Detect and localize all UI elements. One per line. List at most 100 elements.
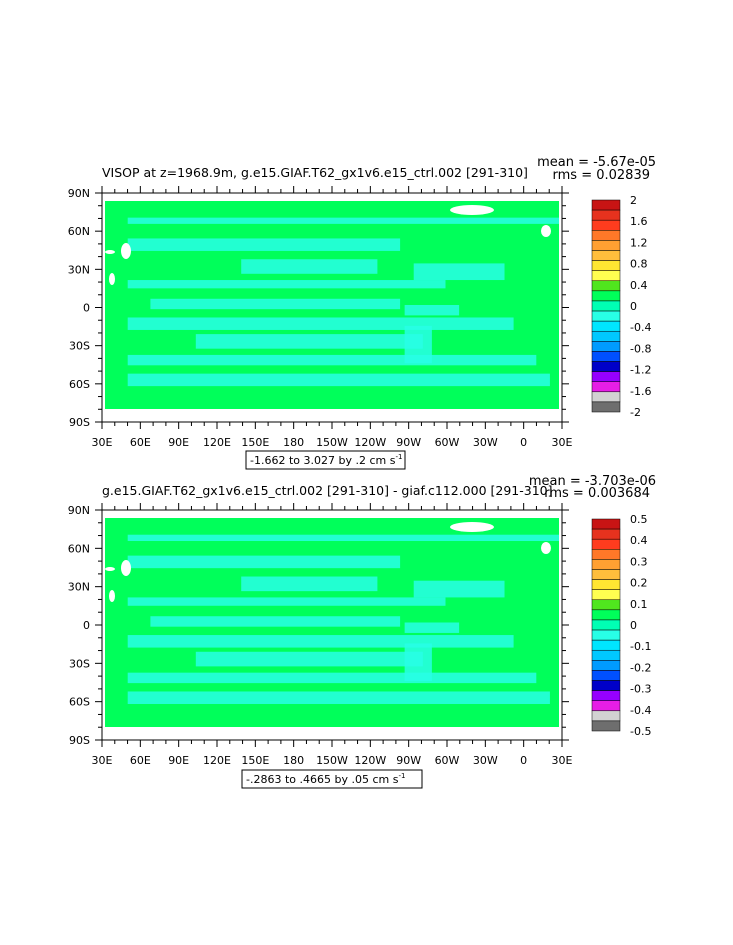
negative-anomaly-band: [127, 280, 446, 289]
colorbar-cell: [591, 589, 621, 601]
negative-anomaly-band: [413, 263, 505, 281]
colorbar-cell: [591, 209, 621, 221]
x-tick-label: 120E: [203, 754, 231, 767]
colorbar-cell: [591, 528, 621, 540]
colorbar-cell: [591, 720, 621, 732]
x-tick-label: 90W: [396, 754, 421, 767]
colorbar-label: -2: [630, 406, 641, 419]
colorbar-cell: [591, 199, 621, 211]
colorbar-cell: [591, 579, 621, 590]
x-tick-label: 90W: [396, 436, 421, 449]
y-tick-label: 30N: [68, 581, 90, 594]
colorbar-label: 1.6: [630, 215, 648, 228]
negative-anomaly-band: [127, 373, 550, 387]
range-label-box: -1.662 to 3.027 by .2 cm s-1: [245, 450, 406, 470]
colorbar-label: -0.1: [630, 640, 651, 653]
land-mask-greenland: [450, 522, 494, 532]
colorbar-label: 2: [630, 194, 637, 207]
colorbar-label: -0.3: [630, 683, 651, 696]
x-tick-label: 0: [520, 754, 527, 767]
y-axis-ticks: 90N 60N 30N 0 30S 60S 90S: [68, 504, 569, 747]
colorbar-cell: [591, 371, 621, 382]
x-tick-label: 30W: [473, 754, 498, 767]
panel-top: VISOP at z=1968.9m, g.e15.GIAF.T62_gx1v6…: [68, 155, 656, 470]
colorbar-cell: [591, 310, 621, 322]
colorbar-cell: [591, 690, 621, 701]
land-mask-greenland: [450, 205, 494, 215]
colorbar-cell: [591, 700, 621, 712]
y-tick-label: 60S: [69, 378, 90, 391]
colorbar-cell: [591, 649, 621, 661]
y-tick-label: 30N: [68, 263, 90, 276]
negative-anomaly-band: [127, 354, 537, 366]
y-tick-label: 90N: [68, 504, 90, 517]
x-axis-ticks: 30E 60E 90E 120E 150E 180 150W 120W 90W 60W 30W 0 30…: [92, 186, 573, 449]
y-tick-label: 30S: [69, 340, 90, 353]
colorbar-cell: [591, 569, 621, 580]
negative-anomaly-band: [241, 576, 378, 592]
land-mask-island: [105, 250, 115, 254]
range-label-box: -.2863 to .4665 by .05 cm s-1: [241, 769, 423, 789]
colorbar-label: 0.4: [630, 534, 648, 547]
x-tick-label: 120W: [354, 436, 386, 449]
y-tick-label: 30S: [69, 657, 90, 670]
negative-anomaly-band: [127, 317, 514, 330]
colorbar-cell: [591, 549, 621, 560]
x-tick-label: 30E: [92, 436, 113, 449]
map-field: [105, 518, 559, 727]
colorbar: 2 1.6 1.2 0.8 0.4 0 -0.4 -0.8 -1.2 -1.6 -2: [591, 194, 651, 419]
colorbar-label: 0: [630, 300, 637, 313]
colorbar-cell: [591, 391, 621, 403]
x-tick-label: 60W: [435, 436, 460, 449]
x-axis-ticks: 30E 60E 90E 120E 150E 180 150W 120W 90W 60W 30W 0 30…: [92, 503, 573, 767]
colorbar-cell: [591, 300, 621, 312]
y-tick-label: 90S: [69, 734, 90, 747]
colorbar-cell: [591, 680, 621, 691]
mean-stat: mean = -5.67e-05: [537, 155, 656, 170]
colorbar-cell: [591, 290, 621, 302]
colorbar-cell: [591, 381, 621, 393]
land-mask-island: [541, 542, 551, 554]
y-tick-label: 60S: [69, 696, 90, 709]
negative-anomaly-band: [127, 635, 514, 648]
colorbar-cell: [591, 230, 621, 241]
y-tick-label: 90S: [69, 416, 90, 429]
x-tick-label: 90E: [168, 436, 189, 449]
colorbar-cell: [591, 538, 621, 550]
panel-title: VISOP at z=1968.9m, g.e15.GIAF.T62_gx1v6…: [102, 165, 528, 180]
colorbar-label: 0.8: [630, 258, 648, 271]
colorbar-cell: [591, 660, 621, 671]
colorbar-cell: [591, 351, 621, 362]
x-tick-label: 180: [283, 754, 304, 767]
negative-anomaly-band: [127, 217, 559, 224]
mean-stat: mean = -3.703e-06: [529, 474, 656, 489]
y-tick-label: 90N: [68, 187, 90, 200]
negative-anomaly-band: [127, 534, 559, 541]
land-mask-island: [109, 273, 115, 285]
rms-stat: rms = 0.003684: [544, 486, 650, 501]
colorbar-cell: [591, 240, 621, 251]
colorbar-label: 0.5: [630, 513, 648, 526]
negative-anomaly-band: [413, 580, 505, 598]
land-mask-island: [121, 243, 131, 259]
land-mask-island: [121, 560, 131, 576]
colorbar-label: 0.4: [630, 279, 648, 292]
negative-anomaly-band: [241, 259, 378, 274]
colorbar-label: 0.1: [630, 598, 648, 611]
colorbar-label: 1.2: [630, 236, 648, 249]
colorbar-cell: [591, 320, 621, 332]
x-tick-label: 150E: [241, 754, 269, 767]
colorbar-label: 0.2: [630, 577, 648, 590]
negative-anomaly-band: [127, 555, 401, 569]
colorbar: 0.5 0.4 0.3 0.2 0.1 0 -0.1 -0.2 -0.3 -0.4 -0.5: [591, 513, 651, 738]
negative-anomaly-band: [404, 643, 432, 682]
colorbar-cell: [591, 629, 621, 641]
colorbar-cell: [591, 401, 621, 413]
land-mask-island: [541, 225, 551, 237]
negative-anomaly-band: [127, 597, 446, 606]
rms-stat: rms = 0.02839: [553, 168, 650, 183]
x-tick-label: 120W: [354, 754, 386, 767]
x-tick-label: 60W: [435, 754, 460, 767]
negative-anomaly-band: [150, 616, 401, 627]
